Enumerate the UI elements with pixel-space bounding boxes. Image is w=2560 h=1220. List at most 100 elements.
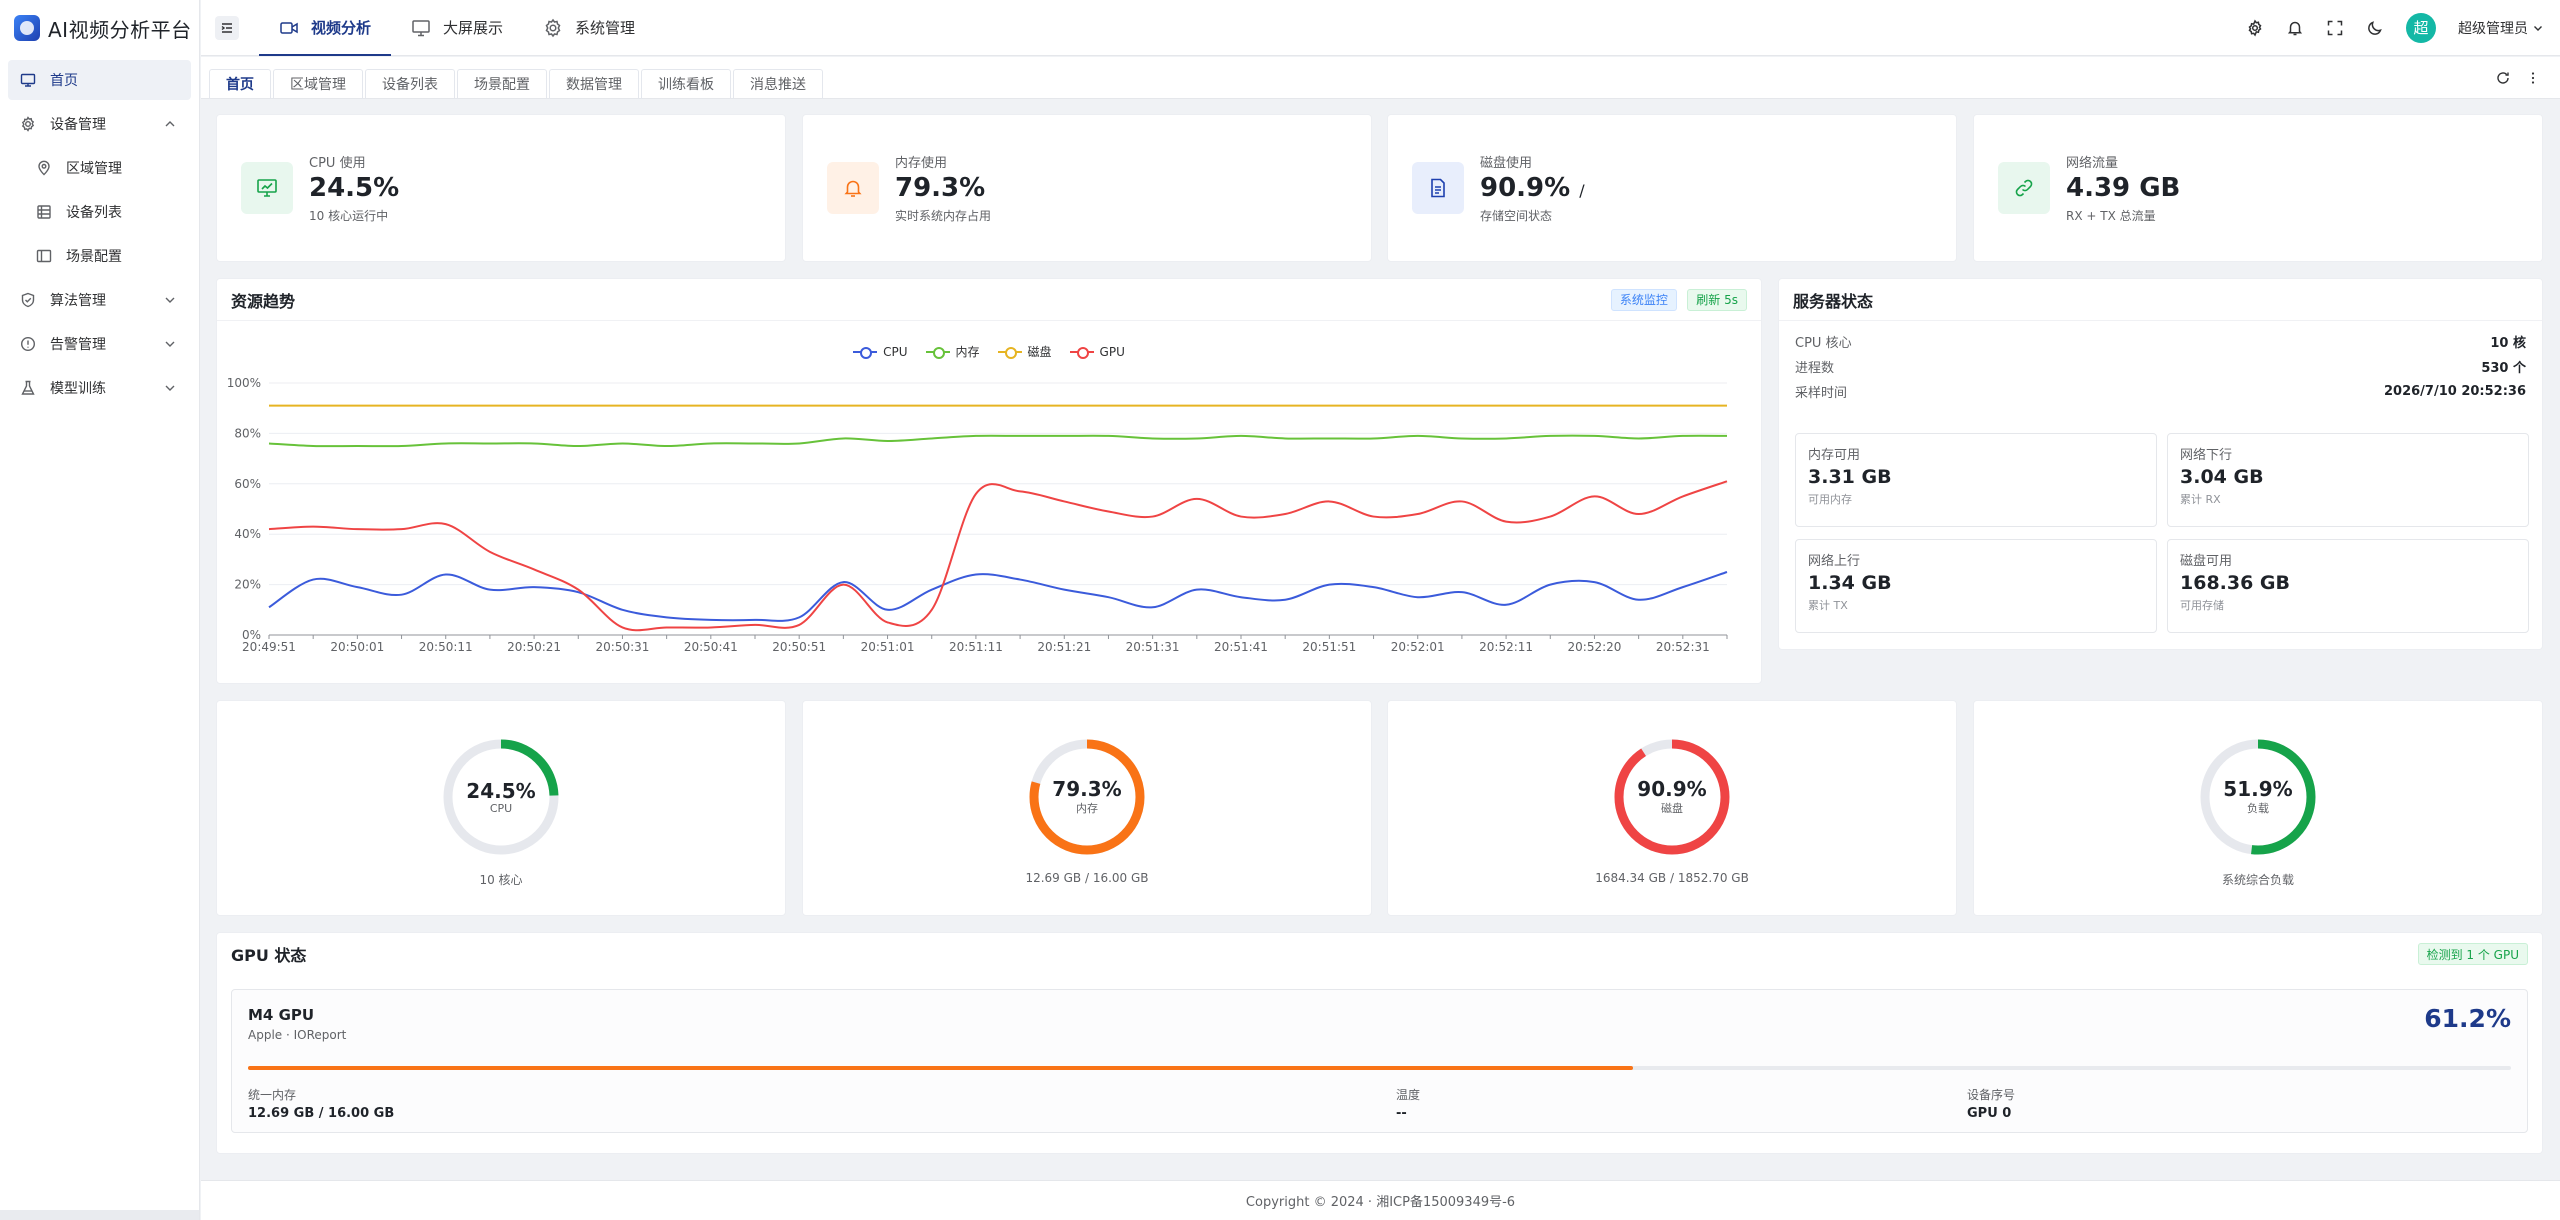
- stat-sub: RX + TX 总流量: [2066, 209, 2156, 223]
- meta-key: 设备序号: [1967, 1088, 2016, 1102]
- resource-trend-chart[interactable]: 0% 20% 40% 60% 80% 100% 20:49:51 20:50:01 20:50:…: [217, 279, 1761, 683]
- sidebar-item-scene-config[interactable]: 场景配置: [8, 236, 191, 276]
- collapse-sidebar-button[interactable]: [215, 15, 239, 40]
- x-tick-label: 20:50:51: [772, 640, 826, 654]
- gauge-percent: 90.9%: [1637, 777, 1707, 801]
- brand[interactable]: AI视频分析平台: [0, 0, 199, 56]
- legend-label: 磁盘: [1027, 345, 1052, 359]
- top-menu-label: 大屏展示: [443, 19, 504, 37]
- resource-trend-card: 资源趋势 系统监控 刷新 5s CPU 内存 磁盘 GPU 0% 20% 40% 60…: [216, 278, 1762, 684]
- legend-item-disk[interactable]: 磁盘: [997, 343, 1052, 360]
- tab-data-management[interactable]: 数据管理: [549, 68, 639, 99]
- gpu-meta-unified-memory: 统一内存 12.69 GB / 16.00 GB: [248, 1086, 394, 1121]
- top-menu-big-screen[interactable]: 大屏展示: [391, 0, 523, 56]
- x-tick-label: 20:51:31: [1126, 640, 1180, 654]
- mini-key: 网络下行: [2180, 448, 2233, 463]
- y-tick-label: 0%: [242, 628, 261, 642]
- panel-icon: [36, 248, 52, 264]
- sidebar-item-label: 算法管理: [50, 293, 106, 309]
- gauge-ring: [443, 739, 559, 855]
- bell-icon[interactable]: [2286, 19, 2304, 37]
- gauge-center: 24.5% CPU: [439, 735, 563, 859]
- gauge-card-memory: 79.3% 内存 12.69 GB / 16.00 GB: [802, 700, 1372, 916]
- series-line-gpu[interactable]: [268, 480, 1728, 632]
- meta-value: 12.69 GB / 16.00 GB: [248, 1106, 395, 1121]
- tab-message-push[interactable]: 消息推送: [733, 68, 823, 99]
- gauge-ring: [1029, 739, 1145, 855]
- gauge-center: 79.3% 内存: [1025, 735, 1149, 859]
- x-tick-label: 20:52:11: [1479, 640, 1533, 654]
- y-tick-label: 60%: [234, 477, 261, 491]
- sidebar-item-label: 告警管理: [50, 337, 106, 353]
- sidebar-item-area-management[interactable]: 区域管理: [8, 148, 191, 188]
- gauge-arc: [1614, 739, 1730, 855]
- gauge-card-disk: 90.9% 磁盘 1684.34 GB / 1852.70 GB: [1387, 700, 1957, 916]
- legend-marker: [1069, 346, 1094, 359]
- top-menu-label: 视频分析: [311, 19, 372, 37]
- tab-scene-config[interactable]: 场景配置: [457, 68, 547, 99]
- stat-card-network: 网络流量 4.39 GB RX + TX 总流量: [1973, 114, 2543, 262]
- sidebar-item-label: 首页: [50, 73, 78, 89]
- avatar[interactable]: 超: [2406, 12, 2436, 43]
- gauge-card-load: 51.9% 负载 系统综合负载: [1973, 700, 2543, 916]
- gauge-label: 磁盘: [1661, 802, 1683, 815]
- card-title: GPU 状态: [231, 946, 307, 965]
- y-tick-label: 80%: [234, 426, 261, 440]
- x-tick-label: 20:52:31: [1656, 640, 1710, 654]
- legend-item-memory[interactable]: 内存: [925, 343, 980, 360]
- gauge-arc: [1029, 739, 1145, 855]
- gauge-sub: 系统综合负载: [2221, 873, 2294, 887]
- series-line-cpu[interactable]: [268, 571, 1728, 622]
- meta-value: --: [1396, 1106, 1407, 1121]
- legend-item-gpu[interactable]: GPU: [1069, 343, 1125, 360]
- y-tick-label: 100%: [227, 376, 261, 390]
- sidebar-item-algorithm-management[interactable]: 算法管理: [8, 280, 191, 320]
- user-menu[interactable]: 超级管理员: [2458, 18, 2544, 38]
- server-row-processes: 进程数 530 个: [1779, 354, 2542, 379]
- legend-item-cpu[interactable]: CPU: [853, 343, 908, 360]
- gauge-arc: [2200, 739, 2316, 855]
- list-icon: [36, 204, 52, 220]
- gauge: 79.3% 内存 12.69 GB / 16.00 GB: [803, 735, 1371, 885]
- top-menu-video-analysis[interactable]: 视频分析: [259, 0, 392, 56]
- row-key: CPU 核心: [1795, 336, 1852, 351]
- tab-home[interactable]: 首页: [209, 68, 271, 99]
- refresh-icon[interactable]: [2496, 71, 2510, 85]
- sidebar-item-home[interactable]: 首页: [8, 60, 191, 100]
- tab-device-list[interactable]: 设备列表: [365, 68, 455, 99]
- mini-sub: 可用存储: [2180, 599, 2224, 612]
- sidebar-item-device-list[interactable]: 设备列表: [8, 192, 191, 232]
- tab-area-management[interactable]: 区域管理: [273, 68, 363, 99]
- x-tick-label: 20:50:41: [684, 640, 738, 654]
- sidebar-item-label: 模型训练: [50, 381, 106, 397]
- x-tick-label: 20:51:01: [861, 640, 915, 654]
- legend-label: 内存: [955, 345, 980, 359]
- sidebar-item-alarm-management[interactable]: 告警管理: [8, 324, 191, 364]
- more-vertical-icon[interactable]: [2526, 71, 2540, 85]
- settings-icon[interactable]: [2246, 19, 2264, 37]
- header-tools: 超 超级管理员: [2246, 12, 2560, 43]
- top-header: 视频分析 大屏展示 系统管理 超 超级管理员: [201, 0, 2560, 56]
- top-menu-system-management[interactable]: 系统管理: [523, 0, 655, 56]
- sidebar-item-model-training[interactable]: 模型训练: [8, 368, 191, 408]
- gpu-count-tag: 检测到 1 个 GPU: [2417, 943, 2528, 965]
- mini-sub: 可用内存: [1808, 493, 1852, 506]
- bell-icon: [827, 162, 879, 214]
- mini-card-memory-available: 内存可用 3.31 GB 可用内存: [1795, 433, 2157, 527]
- sidebar-item-device-management[interactable]: 设备管理: [8, 104, 191, 144]
- tab-training-board[interactable]: 训练看板: [641, 68, 731, 99]
- series-line-memory[interactable]: [268, 434, 1728, 448]
- top-menu: 视频分析 大屏展示 系统管理: [259, 0, 655, 56]
- app-title: AI视频分析平台: [48, 17, 192, 42]
- stat-value-number: 90.9%: [1480, 173, 1571, 203]
- stat-value-suffix: /: [1579, 181, 1585, 200]
- fullscreen-icon[interactable]: [2326, 19, 2344, 37]
- document-icon: [1412, 162, 1464, 214]
- mini-sub: 累计 RX: [2180, 493, 2221, 506]
- moon-icon[interactable]: [2366, 19, 2384, 37]
- legend-label: CPU: [883, 344, 908, 359]
- x-tick-label: 20:50:11: [419, 640, 473, 654]
- system-monitor-tag: 系统监控: [1610, 288, 1677, 311]
- row-key: 进程数: [1795, 361, 1835, 376]
- x-tick-label: 20:50:01: [330, 640, 384, 654]
